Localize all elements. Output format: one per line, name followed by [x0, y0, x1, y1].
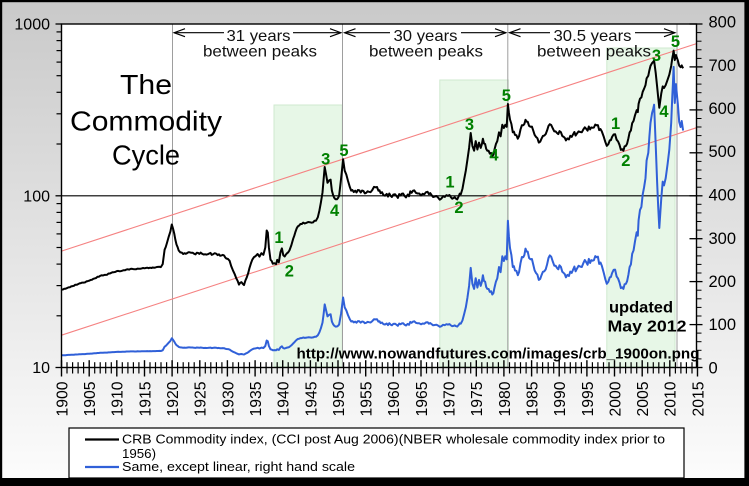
svg-text:1970: 1970	[442, 381, 459, 416]
svg-text:200: 200	[709, 273, 737, 291]
svg-text:1900: 1900	[54, 381, 71, 416]
svg-text:5: 5	[671, 33, 680, 51]
svg-text:1930: 1930	[220, 381, 237, 416]
svg-text:2015: 2015	[690, 382, 707, 417]
svg-text:4: 4	[330, 202, 340, 220]
svg-text:1985: 1985	[525, 382, 542, 417]
svg-text:1920: 1920	[165, 381, 182, 416]
svg-text:4: 4	[489, 146, 499, 164]
svg-text:Commodity: Commodity	[70, 106, 222, 137]
svg-text:1000: 1000	[14, 17, 50, 34]
svg-text:1935: 1935	[248, 382, 265, 417]
svg-text:1956): 1956)	[122, 446, 156, 461]
svg-text:1: 1	[611, 115, 620, 133]
svg-text:May 2012: May 2012	[608, 319, 687, 336]
svg-text:1915: 1915	[137, 382, 154, 417]
svg-text:1960: 1960	[386, 381, 403, 416]
svg-text:300: 300	[709, 230, 737, 248]
svg-text:1: 1	[274, 229, 283, 247]
svg-text:updated: updated	[609, 300, 673, 317]
svg-text:30 years: 30 years	[394, 28, 458, 45]
svg-text:1905: 1905	[82, 382, 99, 417]
svg-text:Same, except linear, right han: Same, except linear, right hand scale	[122, 459, 355, 474]
svg-text:400: 400	[709, 187, 737, 205]
svg-text:1955: 1955	[359, 382, 376, 417]
svg-text:between peaks: between peaks	[537, 44, 651, 61]
svg-text:1990: 1990	[552, 381, 569, 416]
svg-text:1925: 1925	[193, 382, 210, 417]
svg-text:2000: 2000	[607, 381, 624, 416]
svg-text:700: 700	[709, 57, 737, 75]
svg-text:3: 3	[652, 47, 661, 65]
svg-text:1950: 1950	[331, 381, 348, 416]
svg-text:1940: 1940	[276, 381, 293, 416]
svg-text:100: 100	[23, 188, 50, 205]
svg-text:5: 5	[339, 142, 348, 160]
svg-text:100: 100	[709, 316, 737, 334]
svg-text:800: 800	[709, 14, 737, 32]
svg-text:Cycle: Cycle	[112, 140, 180, 171]
svg-text:1980: 1980	[497, 381, 514, 416]
svg-text:The: The	[120, 69, 172, 100]
svg-text:4: 4	[659, 103, 669, 121]
svg-text:1: 1	[445, 173, 454, 191]
svg-text:500: 500	[709, 143, 737, 161]
svg-text:between peaks: between peaks	[203, 44, 317, 61]
svg-text:2005: 2005	[635, 382, 652, 417]
svg-text:between peaks: between peaks	[369, 44, 483, 61]
svg-text:2010: 2010	[663, 381, 680, 416]
svg-text:10: 10	[32, 360, 50, 377]
svg-text:CRB Commodity index, (CCI post: CRB Commodity index, (CCI post Aug 2006)…	[122, 432, 665, 447]
svg-text:1965: 1965	[414, 382, 431, 417]
svg-text:3: 3	[465, 116, 474, 134]
svg-text:1975: 1975	[469, 382, 486, 417]
svg-text:3: 3	[321, 151, 330, 169]
svg-text:600: 600	[709, 100, 737, 118]
svg-text:30.5 years: 30.5 years	[554, 28, 632, 45]
svg-text:1995: 1995	[580, 382, 597, 417]
svg-text:31 years: 31 years	[227, 28, 291, 45]
svg-text:http://www.nowandfutures.com/i: http://www.nowandfutures.com/images/crb_…	[297, 346, 700, 363]
svg-text:2: 2	[621, 152, 630, 170]
svg-text:2: 2	[454, 199, 463, 217]
svg-text:1945: 1945	[303, 382, 320, 417]
svg-text:5: 5	[502, 87, 511, 105]
svg-text:0: 0	[709, 360, 718, 378]
svg-text:2: 2	[285, 262, 294, 280]
svg-text:1910: 1910	[110, 381, 127, 416]
